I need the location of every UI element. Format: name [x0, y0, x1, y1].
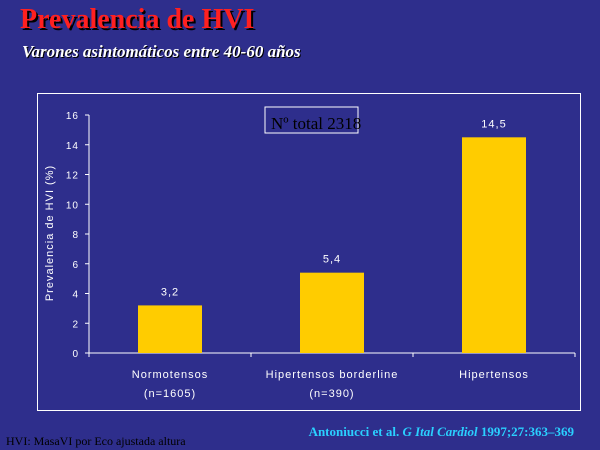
data-label: 5,4: [323, 254, 341, 266]
y-tick-label: 2: [72, 319, 79, 330]
y-tick-label: 8: [72, 230, 79, 241]
chart-frame: [37, 93, 581, 411]
y-axis-label: Prevalencia de HVI (%): [44, 165, 56, 301]
y-axis: 0 2 4 6 8 10 12 14 16: [66, 111, 90, 360]
slide-subtitle: Varones asintomáticos entre 40-60 años: [22, 42, 301, 61]
bar: [300, 272, 364, 353]
bars-group: [138, 137, 526, 353]
citation-ref: 1997;27:363–369: [480, 424, 574, 439]
citation: Antoniucci et al. G Ital Cardiol 1997;27…: [309, 424, 574, 440]
data-label: 14,5: [481, 118, 506, 130]
x-axis: [88, 352, 576, 357]
y-tick-label: 6: [72, 260, 79, 271]
x-tick-labels-group: Normotensos (n=1605) Hipertensos borderlin…: [132, 369, 529, 400]
bar: [138, 305, 202, 353]
slide-title: Prevalencia de HVI: [20, 4, 255, 35]
citation-authors: Antoniucci et al.: [308, 424, 400, 439]
x-tick-label: Normotensos: [132, 369, 208, 381]
y-tick-label: 10: [66, 200, 79, 211]
data-labels-group: 3,2 5,4 14,5: [161, 118, 506, 298]
total-annotation: Nº total 2318: [264, 106, 361, 134]
total-annotation-text: Nº total 2318: [271, 114, 361, 133]
y-tick-label: 0: [72, 349, 79, 360]
citation-journal: G Ital Cardiol: [402, 424, 478, 439]
total-annotation-box: [264, 106, 359, 134]
y-tick-label: 4: [72, 290, 79, 301]
footnote: HVI: MasaVI por Eco ajustada altura: [6, 434, 186, 448]
y-tick-label: 16: [66, 111, 79, 122]
x-tick-label: (n=1605): [144, 388, 196, 400]
data-label: 3,2: [161, 286, 179, 298]
x-tick-label: (n=390): [309, 388, 354, 400]
y-tick-label: 12: [66, 171, 79, 182]
x-tick-label: Hipertensos: [459, 369, 529, 381]
x-tick-label: Hipertensos borderline: [266, 369, 399, 381]
y-tick-label: 14: [66, 141, 79, 152]
bar: [462, 137, 526, 353]
